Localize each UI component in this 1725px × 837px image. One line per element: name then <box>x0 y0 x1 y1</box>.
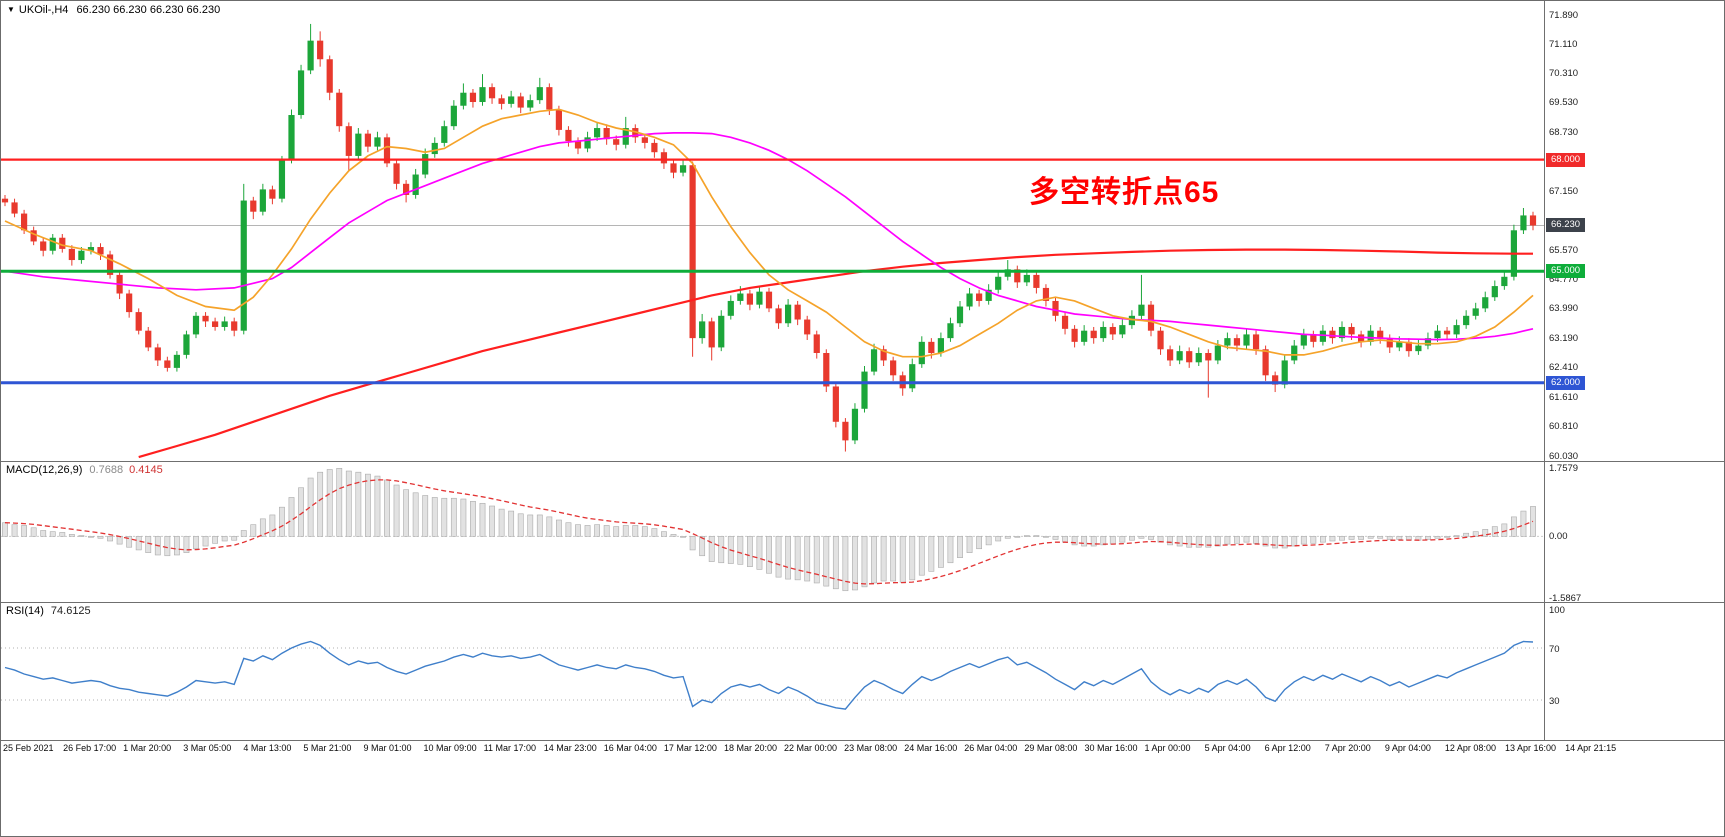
time-axis-label: 7 Apr 20:00 <box>1324 743 1371 753</box>
price-line-badge: 65.000 <box>1546 264 1586 279</box>
macd-main-value: 0.7688 <box>89 464 124 476</box>
macd-name: MACD(12,26,9) <box>6 464 83 476</box>
ma-magenta-line <box>4 132 1534 341</box>
macd-scale-label: 0.00 <box>1549 530 1568 542</box>
price-line-badge: 68.000 <box>1546 152 1586 167</box>
time-axis-label: 13 Apr 16:00 <box>1505 743 1557 753</box>
time-axis-label: 9 Apr 04:00 <box>1384 743 1431 753</box>
macd-label: MACD(12,26,9) 0.7688 0.4145 <box>6 464 163 476</box>
macd-layer <box>1 468 1544 592</box>
ohlc-values: 66.230 66.230 66.230 66.230 <box>76 4 221 16</box>
chart-annotation: 多空转折点65 <box>1029 176 1220 209</box>
rsi-layer <box>1 640 1544 710</box>
price-line-badge: 66.230 <box>1546 218 1586 233</box>
price-axis-tick: 60.030 <box>1549 450 1579 462</box>
macd-scale-label: -1.5867 <box>1549 592 1582 604</box>
price-axis-tick: 61.610 <box>1549 391 1579 403</box>
time-axis-label: 12 Apr 08:00 <box>1444 743 1496 753</box>
rsi-scale-label: 70 <box>1549 644 1560 655</box>
time-axis-label: 4 Mar 13:00 <box>243 743 292 753</box>
time-axis-label: 10 Mar 09:00 <box>423 743 477 753</box>
time-axis-label: 11 Mar 17:00 <box>483 743 536 753</box>
price-axis-tick: 60.810 <box>1549 421 1579 433</box>
rsi-scale-label: 100 <box>1549 605 1565 616</box>
time-axis-label: 29 Mar 08:00 <box>1024 743 1078 753</box>
time-axis-label: 14 Mar 23:00 <box>543 743 597 753</box>
time-axis[interactable]: 25 Feb 2021 26 Feb 17:00 1 Mar 20:00 3 Mar … <box>1 740 1724 762</box>
macd-signal-value: 0.4145 <box>129 464 163 476</box>
time-axis-label: 1 Apr 00:00 <box>1144 743 1191 753</box>
price-axis-tick: 67.150 <box>1549 185 1579 197</box>
symbol-period-label: UKOil-,H4 <box>18 4 69 16</box>
horizontal-price-lines <box>1 158 1544 385</box>
time-axis-label: 14 Apr 21:15 <box>1565 743 1617 753</box>
time-axis-label: 5 Apr 04:00 <box>1204 743 1251 753</box>
macd-scale-label: 1.7579 <box>1549 462 1579 474</box>
rsi-label: RSI(14) 74.6125 <box>6 605 91 617</box>
price-axis-tick: 65.570 <box>1549 244 1579 256</box>
time-axis-label: 30 Mar 16:00 <box>1084 743 1138 753</box>
time-axis-label: 5 Mar 21:00 <box>303 743 352 753</box>
price-axis-tick: 63.190 <box>1549 332 1579 344</box>
ma-orange-line <box>4 108 1534 358</box>
time-axis-label: 23 Mar 08:00 <box>844 743 898 753</box>
time-axis-label: 25 Feb 2021 <box>3 743 54 753</box>
symbol-dropdown-icon[interactable]: ▼ <box>7 5 15 14</box>
price-axis-tick: 70.310 <box>1549 68 1579 80</box>
time-axis-label: 6 Apr 12:00 <box>1264 743 1311 753</box>
price-axis[interactable]: 71.890 71.110 70.310 69.530 68.730 67.150 65.5… <box>1544 1 1724 741</box>
rsi-name: RSI(14) <box>6 605 44 617</box>
time-axis-label: 24 Mar 16:00 <box>904 743 958 753</box>
rsi-scale-label: 30 <box>1549 696 1560 707</box>
price-axis-tick: 69.530 <box>1549 97 1579 109</box>
time-axis-label: 3 Mar 05:00 <box>183 743 232 753</box>
time-axis-label: 1 Mar 20:00 <box>123 743 172 753</box>
price-axis-tick: 68.730 <box>1549 127 1579 138</box>
price-axis-tick: 64.770 <box>1549 274 1579 286</box>
time-axis-label: 16 Mar 04:00 <box>603 743 657 753</box>
price-axis-tick: 63.990 <box>1549 303 1579 315</box>
time-axis-label: 17 Mar 12:00 <box>663 743 717 753</box>
price-axis-tick: 71.110 <box>1549 38 1578 50</box>
price-line-badge: 62.000 <box>1546 375 1586 390</box>
price-axis-tick: 62.410 <box>1549 362 1579 373</box>
time-axis-label: 22 Mar 00:00 <box>784 743 838 753</box>
time-axis-label: 9 Mar 01:00 <box>363 743 412 753</box>
time-axis-label: 18 Mar 20:00 <box>723 743 777 753</box>
candles-layer <box>1 23 1537 452</box>
rsi-value: 74.6125 <box>50 605 91 617</box>
time-axis-label: 26 Mar 04:00 <box>964 743 1018 753</box>
price-axis-tick: 71.890 <box>1549 9 1579 21</box>
panel-separators <box>1 1 1724 741</box>
time-axis-label: 26 Feb 17:00 <box>63 743 117 753</box>
chart-header: ▼ UKOil-,H4 66.230 66.230 66.230 66.230 <box>7 4 220 16</box>
